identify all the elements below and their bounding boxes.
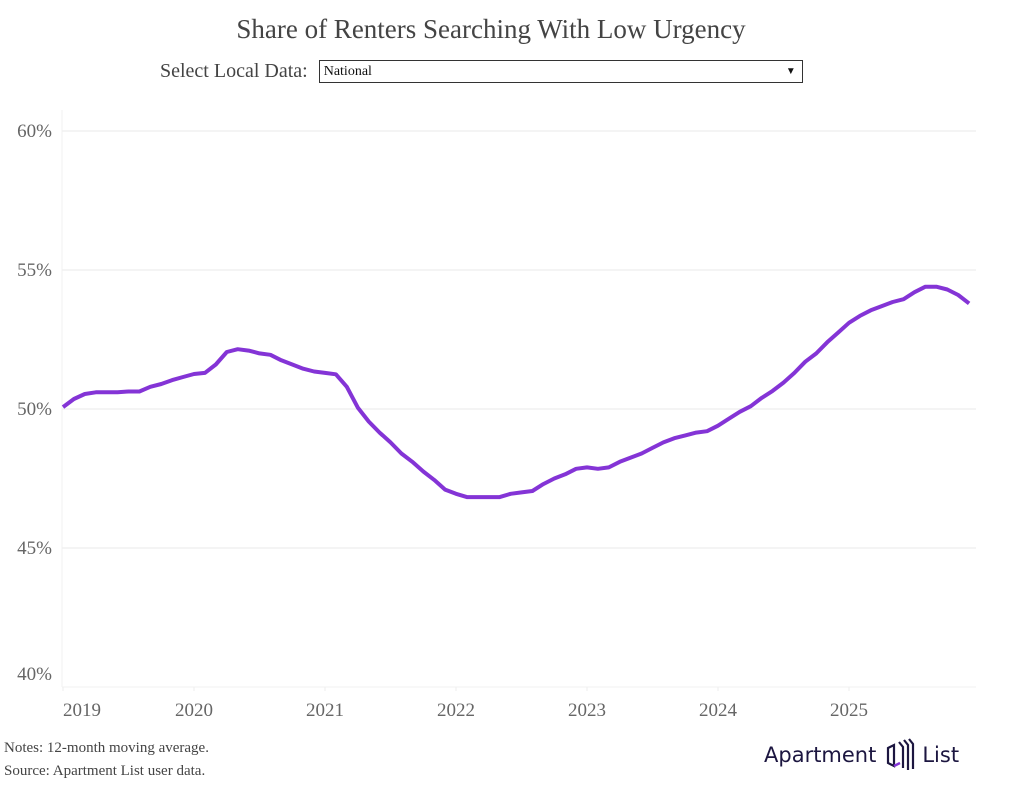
notes-line: Notes: 12-month moving average.: [4, 740, 209, 756]
selector-label: Select Local Data:: [160, 60, 308, 82]
series-line: [61, 284, 971, 500]
local-data-dropdown[interactable]: National ▼: [318, 60, 803, 83]
y-tick-label: 55%: [17, 260, 52, 281]
chevron-down-icon: ▼: [785, 66, 796, 77]
line-chart: 40% 45% 50% 55% 60% 2019 2020 2021 2022 2023 2024…: [17, 110, 976, 721]
y-tick-label: 45%: [17, 538, 52, 559]
local-data-selector: Select Local Data: National ▼: [160, 60, 803, 83]
x-tick-label: 2023: [568, 700, 606, 721]
building-icon: [887, 738, 915, 770]
dropdown-value: National: [323, 63, 372, 79]
x-tick-label: 2024: [699, 700, 738, 721]
x-tick-label: 2025: [830, 700, 868, 721]
logo-text-left: Apartment: [764, 743, 877, 767]
logo-text-right: List: [922, 743, 960, 767]
x-tick-label: 2021: [306, 700, 344, 721]
x-tick-label: 2019: [63, 700, 101, 721]
y-tick-label: 50%: [17, 399, 52, 420]
chart-title: Share of Renters Searching With Low Urge…: [236, 14, 746, 44]
y-tick-label: 60%: [17, 121, 52, 142]
y-tick-label: 40%: [17, 664, 52, 685]
x-tick-label: 2020: [175, 700, 213, 721]
x-tick-label: 2022: [437, 700, 475, 721]
notes: Notes: 12-month moving average. Source: …: [4, 737, 209, 783]
apartment-list-logo: Apartment List: [764, 738, 959, 772]
source-line: Source: Apartment List user data.: [4, 763, 206, 779]
